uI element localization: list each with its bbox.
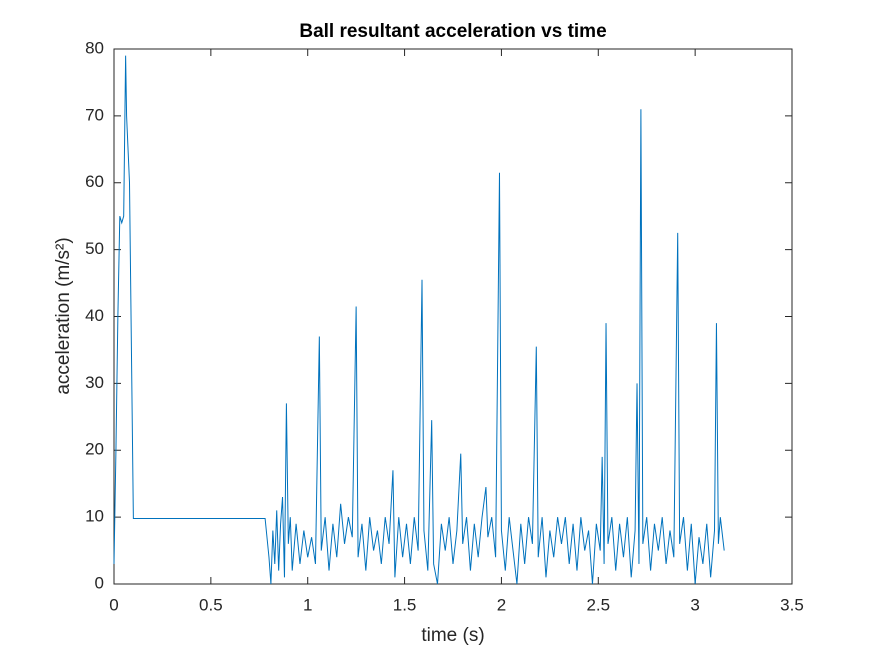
- y-tick-label: 50: [85, 239, 104, 258]
- y-tick-label: 40: [85, 306, 104, 325]
- x-tick-label: 3: [690, 595, 699, 614]
- chart-title: Ball resultant acceleration vs time: [299, 21, 606, 42]
- y-tick-label: 80: [85, 38, 104, 57]
- plot-box: [113, 48, 793, 585]
- y-tick-label: 70: [85, 105, 104, 124]
- x-tick-label: 2: [497, 595, 506, 614]
- x-tick-label: 3.5: [780, 595, 804, 614]
- y-tick-label: 10: [85, 507, 104, 526]
- x-tick-label: 0.5: [199, 595, 223, 614]
- x-tick-label: 1: [303, 595, 312, 614]
- y-axis-label: acceleration (m/s²): [53, 237, 74, 394]
- data-line: [113, 55, 725, 585]
- x-tick-label: 0: [109, 595, 118, 614]
- x-tick-label: 2.5: [586, 595, 610, 614]
- y-tick-label: 20: [85, 440, 104, 459]
- y-tick-label: 30: [85, 373, 104, 392]
- y-tick-label: 0: [95, 573, 104, 592]
- x-tick-label: 1.5: [393, 595, 417, 614]
- y-tick-label: 60: [85, 172, 104, 191]
- x-axis-label: time (s): [421, 625, 484, 646]
